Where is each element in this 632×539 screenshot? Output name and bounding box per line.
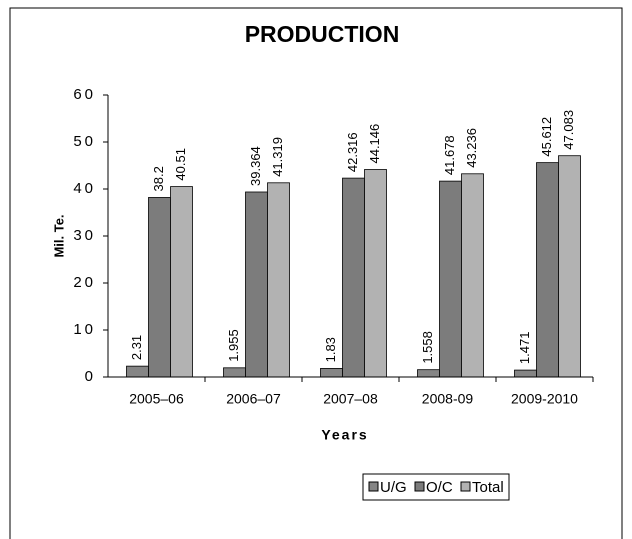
bar	[558, 155, 581, 378]
legend-swatch	[368, 481, 379, 492]
bar	[439, 180, 462, 378]
x-tick-label: 2008-09	[422, 391, 474, 407]
bar	[364, 169, 387, 378]
bar	[536, 162, 559, 378]
value-label: 41.678	[442, 135, 457, 175]
chart-border	[9, 7, 623, 539]
bar	[514, 369, 537, 378]
bar	[320, 367, 343, 378]
value-label: 39.364	[248, 146, 263, 186]
x-tick-label: 2005–06	[129, 391, 184, 407]
bar	[417, 369, 440, 378]
y-axis-label: Mil. Te.	[51, 214, 66, 257]
y-tick-label: 10	[73, 321, 96, 338]
x-tick-label: 2006–07	[226, 391, 281, 407]
bar	[267, 182, 290, 378]
x-axis-label: Years	[321, 427, 368, 443]
value-label: 2.31	[129, 335, 144, 360]
value-label: 40.51	[173, 148, 188, 181]
bar	[223, 367, 246, 378]
bar	[126, 365, 149, 378]
legend-label: O/C	[426, 479, 453, 496]
x-tick-label: 2007–08	[323, 391, 378, 407]
value-label: 43.236	[464, 128, 479, 168]
y-tick-label: 0	[85, 368, 96, 385]
value-label: 44.146	[367, 124, 382, 164]
value-label: 42.316	[345, 132, 360, 172]
value-label: 1.955	[226, 329, 241, 362]
legend-label: Total	[472, 479, 504, 496]
legend-swatch	[460, 481, 471, 492]
y-tick-label: 60	[73, 86, 96, 103]
bar	[170, 186, 193, 378]
y-tick-label: 40	[73, 180, 96, 197]
bar	[461, 173, 484, 378]
value-label: 45.612	[539, 117, 554, 157]
legend-label: U/G	[380, 479, 407, 496]
bar	[148, 197, 171, 378]
value-label: 1.83	[323, 337, 338, 362]
value-label: 41.319	[270, 137, 285, 177]
value-label: 38.2	[151, 166, 166, 191]
chart-title: PRODUCTION	[245, 21, 400, 47]
y-tick-label: 50	[73, 133, 96, 150]
legend-swatch	[414, 481, 425, 492]
bar	[245, 191, 268, 378]
legend-box	[362, 473, 510, 501]
bar	[342, 177, 365, 378]
value-label: 1.471	[517, 332, 532, 365]
y-tick-label: 30	[73, 227, 96, 244]
value-label: 47.083	[561, 110, 576, 150]
value-label: 1.558	[420, 331, 435, 364]
y-tick-label: 20	[73, 274, 96, 291]
x-tick-label: 2009-2010	[511, 391, 578, 407]
